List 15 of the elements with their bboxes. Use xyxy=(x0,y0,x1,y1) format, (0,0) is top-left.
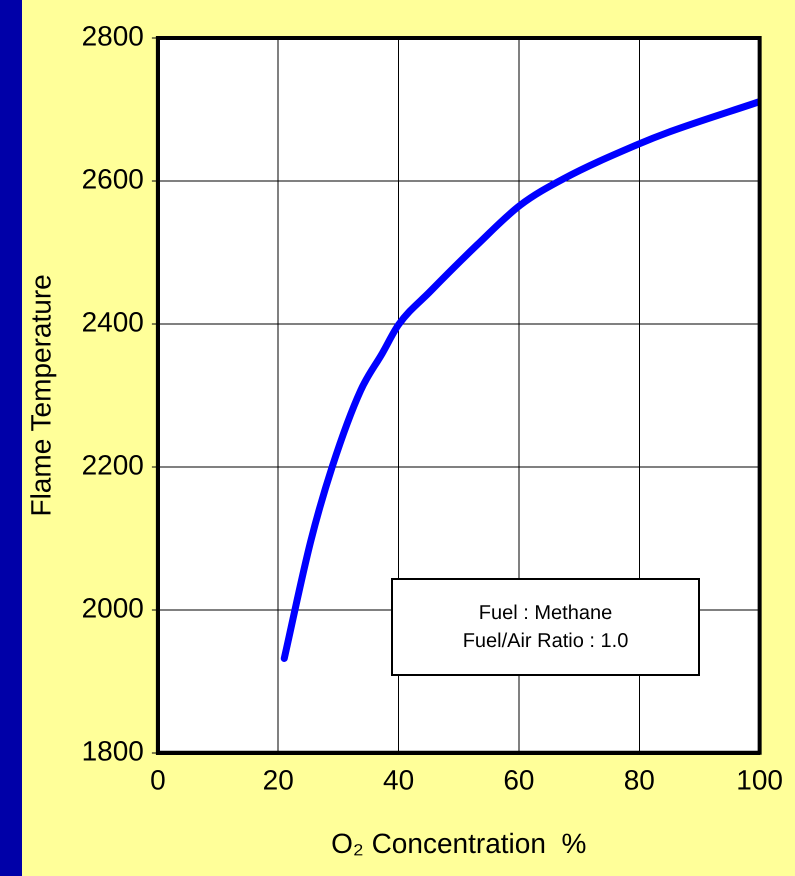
x-tick-label: 40 xyxy=(383,764,414,796)
y-tick-label: 1800 xyxy=(82,736,144,767)
note-box: Fuel : Methane Fuel/Air Ratio : 1.0 xyxy=(391,578,700,676)
x-tick-label: 60 xyxy=(503,764,535,796)
y-tick-label: 2400 xyxy=(82,306,144,338)
y-tick-label: 2200 xyxy=(82,450,144,481)
x-axis-title: O₂ Concentration % xyxy=(331,828,586,859)
x-tick-label: 80 xyxy=(624,764,655,796)
x-tick-label: 20 xyxy=(262,764,294,796)
y-tick-label: 2000 xyxy=(82,592,144,624)
x-tick-label: 100 xyxy=(736,764,783,796)
x-tick-label: 0 xyxy=(150,764,166,796)
y-tick-label: 2600 xyxy=(82,164,144,195)
y-tick-label: 2800 xyxy=(82,20,144,52)
y-axis-title: Flame Temperature xyxy=(26,274,57,517)
